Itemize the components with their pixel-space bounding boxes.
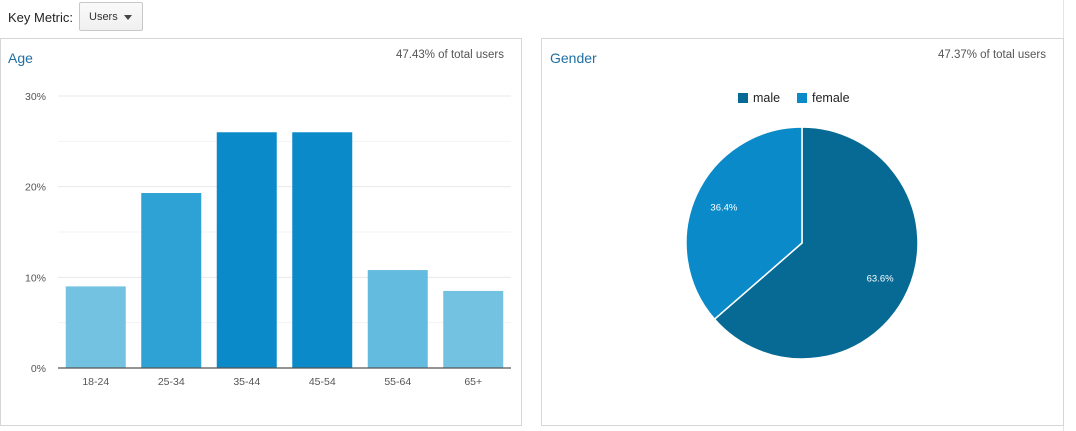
x-tick-label: 45-54 [309,376,336,388]
x-tick-label: 25-34 [158,376,185,388]
pie-data-label-female: 36.4% [710,202,737,213]
key-metric-bar: Key Metric: Users [0,0,1076,34]
y-tick-label: 30% [25,91,46,103]
pie-slice-male[interactable] [713,126,919,360]
age-bar-chart: 0% 10% 20% 30% 18-24 25-34 35-44 45-54 55-64 65+ [25,91,511,388]
key-metric-selected-value: Users [89,11,118,23]
legend-swatch-female [797,93,807,103]
age-panel-title: Age [8,50,33,66]
gender-panel-total-note: 47.37% of total users [937,49,1046,61]
key-metric-label: Key Metric: [8,10,74,25]
bar-35-44[interactable] [216,132,277,368]
x-tick-label: 65+ [464,376,482,388]
legend-label-male: male [753,91,780,105]
x-tick-label: 18-24 [82,376,109,388]
legend-swatch-male [738,93,748,103]
key-metric-select[interactable]: Users [79,2,143,31]
pie-data-label-male: 63.6% [867,274,894,285]
x-tick-label: 55-64 [384,376,411,388]
gender-panel-title: Gender [550,50,597,66]
pie-slice-female[interactable] [685,126,803,321]
caret-down-icon [124,15,132,20]
y-tick-label: 0% [31,363,46,375]
bar-65+[interactable] [443,290,504,368]
age-panel-total-note: 47.43% of total users [395,49,504,61]
legend-label-female: female [812,91,850,105]
y-tick-label: 10% [25,272,46,284]
gender-pie-chart: male female 63.6% 36.4% [685,91,919,360]
bar-45-54[interactable] [292,132,353,368]
bar-18-24[interactable] [65,286,126,368]
bar-55-64[interactable] [367,270,428,368]
x-tick-label: 35-44 [233,376,260,388]
y-tick-label: 20% [25,182,46,194]
bar-25-34[interactable] [141,193,202,368]
